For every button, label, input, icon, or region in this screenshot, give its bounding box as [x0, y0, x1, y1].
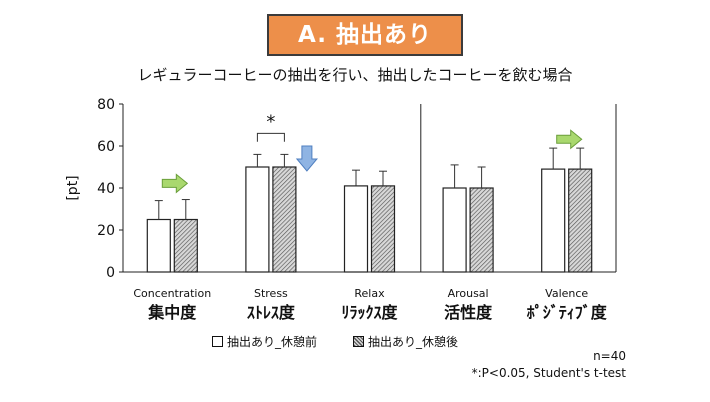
- bar: [272, 166, 297, 273]
- bar: [442, 187, 467, 273]
- bar: [245, 166, 270, 273]
- significance-note: *:P<0.05, Student's t-test: [471, 366, 626, 380]
- bar: [173, 218, 198, 273]
- footnote: n=40 *:P<0.05, Student's t-test: [472, 348, 626, 382]
- bar: [469, 187, 494, 273]
- legend-item-post: 抽出あり_休憩後: [353, 333, 458, 350]
- y-tick-label: 0: [106, 265, 115, 281]
- x-tick-label-ja: 活性度: [444, 303, 493, 322]
- significance-bracket: [256, 132, 285, 142]
- legend-swatch-post: [353, 336, 365, 347]
- y-axis-label: [pt]: [65, 175, 81, 200]
- bar: [568, 168, 593, 273]
- plot-area: 0 20 40 60 80 [pt] Concentration 集中度 Stress ｽﾄﾚｽ度…: [65, 97, 617, 322]
- x-tick-label-ja: ｽﾄﾚｽ度: [247, 303, 296, 322]
- sample-size: n=40: [593, 349, 626, 363]
- x-tick-label-en: Valence: [545, 287, 588, 300]
- y-tick-label: 20: [97, 223, 115, 239]
- significance-marker: *: [266, 111, 275, 132]
- chart-title-badge: A. 抽出あり: [267, 14, 463, 56]
- x-tick-label-ja: ﾎﾟｼﾞﾃｨﾌﾞ度: [527, 303, 608, 322]
- legend: 抽出あり_休憩前 抽出あり_休憩後: [212, 333, 494, 350]
- legend-label-pre: 抽出あり_休憩前: [227, 335, 318, 349]
- x-tick-label-en: Concentration: [133, 287, 211, 300]
- legend-item-pre: 抽出あり_休憩前: [212, 333, 317, 350]
- x-tick-label-ja: 集中度: [147, 303, 197, 322]
- x-tick-label-en: Relax: [354, 287, 385, 300]
- y-tick-label: 60: [97, 139, 115, 155]
- legend-label-post: 抽出あり_休憩後: [368, 335, 459, 349]
- x-tick-label-ja: ﾘﾗｯｸｽ度: [341, 303, 398, 322]
- chart-subtitle: レギュラーコーヒーの抽出を行い、抽出したコーヒーを飲む場合: [137, 66, 573, 84]
- y-tick-label: 80: [97, 97, 115, 113]
- bar: [146, 218, 171, 273]
- arrow-down-icon: [295, 145, 318, 172]
- x-tick-label-en: Arousal: [448, 287, 489, 300]
- y-tick-label: 40: [97, 181, 115, 197]
- bar: [343, 185, 369, 273]
- chart-title: A. 抽出あり: [298, 22, 432, 48]
- bar: [541, 168, 566, 273]
- arrow-right-icon: [556, 129, 583, 150]
- arrow-right-icon: [161, 173, 189, 194]
- bar: [370, 185, 396, 273]
- x-tick-label-en: Stress: [254, 287, 288, 300]
- legend-swatch-pre: [212, 336, 223, 347]
